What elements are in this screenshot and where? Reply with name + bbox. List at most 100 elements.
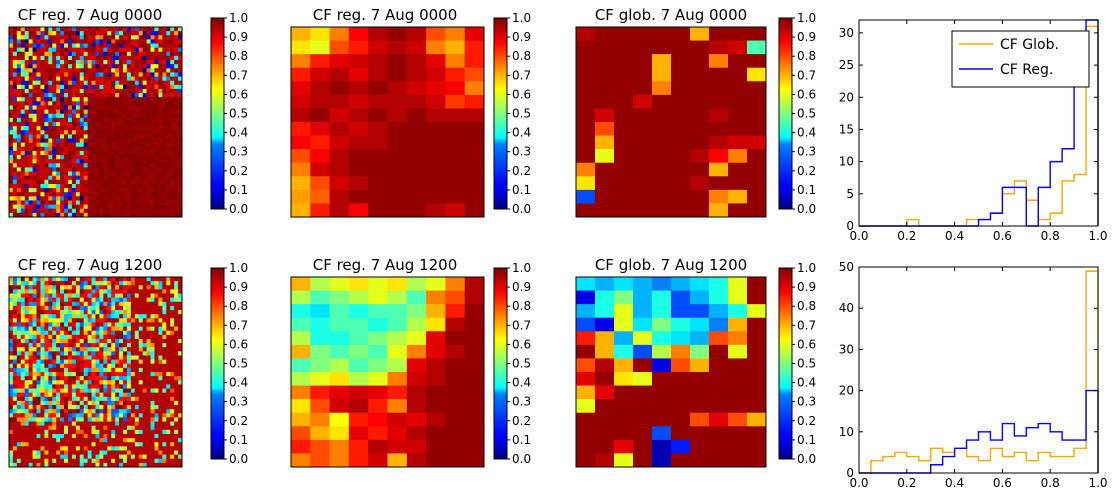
hires-pixel [75,458,81,464]
hires-pixel [87,212,92,218]
hires-pixel [150,31,155,36]
hires-pixel [40,438,45,443]
hires-pixel [150,101,155,106]
reg-cell [368,372,388,386]
hires-pixel [9,438,14,443]
reg-cell [310,149,330,164]
hires-pixel [20,314,26,319]
hires-pixel [150,76,155,81]
hires-pixel [32,130,37,135]
hires-pixel [138,31,143,36]
hires-pixel [126,433,132,439]
hires-pixel [174,122,179,127]
hires-pixel [64,305,69,311]
hires-pixel [24,429,29,435]
hires-pixel [115,200,120,205]
hires-pixel [52,281,57,286]
glob-cell [690,385,710,400]
hires-pixel [44,281,49,286]
glob-cell [671,67,691,82]
hires-pixel [16,60,22,65]
hires-pixel [154,167,159,172]
glob-cell [576,385,596,400]
hires-pixel [28,171,33,176]
hires-pixel [12,130,18,135]
hires-pixel [146,68,151,73]
hires-pixel [130,318,136,323]
hires-pixel [60,409,65,414]
hires-pixel [9,338,14,344]
hires-pixel [166,372,171,377]
hires-pixel [178,150,183,156]
hires-pixel [142,72,147,77]
glob-cell [690,94,710,109]
hires-pixel [95,39,100,44]
hires-pixel [12,159,18,164]
glob-cell [614,81,634,96]
hires-pixel [146,458,151,464]
hires-pixel [111,367,116,373]
hires-pixel [130,425,136,431]
hires-pixel [123,31,128,36]
glob-cell [747,149,767,164]
hires-pixel [32,363,37,369]
glob-cell [728,203,748,218]
hires-pixel [71,179,77,185]
hires-pixel [60,421,65,426]
hires-pixel [79,64,84,69]
hires-pixel [32,400,37,406]
hires-pixel [95,318,100,323]
hires-pixel [150,462,155,468]
hires-pixel [56,400,61,406]
hires-pixel [126,43,132,48]
hires-pixel [146,55,151,61]
hires-pixel [24,318,29,323]
hires-pixel [9,392,14,398]
hires-pixel [115,281,120,286]
hires-pixel [107,310,112,315]
reg-cell [329,317,350,332]
hires-pixel [142,442,147,447]
hires-pixel [9,281,14,286]
hires-pixel [52,134,57,139]
hires-pixel [174,421,179,426]
hires-pixel [126,27,132,32]
reg-cell [406,277,427,291]
hires-pixel [56,130,61,135]
hires-pixel [67,433,73,439]
hires-pixel [126,347,132,352]
hires-pixel [115,138,120,143]
hires-pixel [83,334,88,340]
hires-pixel [123,138,128,143]
hires-pixel [71,326,77,331]
hires-pixel [130,338,136,344]
glob-cell [595,149,615,164]
hires-pixel [20,359,26,365]
hires-pixel [48,400,53,406]
hires-pixel [166,208,171,214]
hires-pixel [71,338,77,344]
hires-pixel [146,285,151,290]
hires-pixel [44,322,49,327]
hires-pixel [158,175,163,181]
hires-pixel [123,101,128,106]
hires-pixel [119,208,124,214]
hires-pixel [9,204,14,210]
hires-pixel [99,117,104,123]
glob-cell [690,399,710,414]
hires-pixel [44,334,49,340]
hires-pixel [67,146,73,152]
hires-pixel [79,196,84,201]
hires-pixel [24,212,29,218]
hires-pixel [150,343,155,348]
hires-pixel [103,446,108,451]
hires-pixel [178,212,183,218]
hires-pixel [134,330,140,336]
hires-pixel [99,76,104,81]
hires-pixel [56,462,61,468]
hires-pixel [158,188,163,193]
hires-pixel [138,109,143,115]
hires-pixel [40,409,45,414]
glob-cell [633,135,653,150]
hires-pixel [28,117,33,123]
